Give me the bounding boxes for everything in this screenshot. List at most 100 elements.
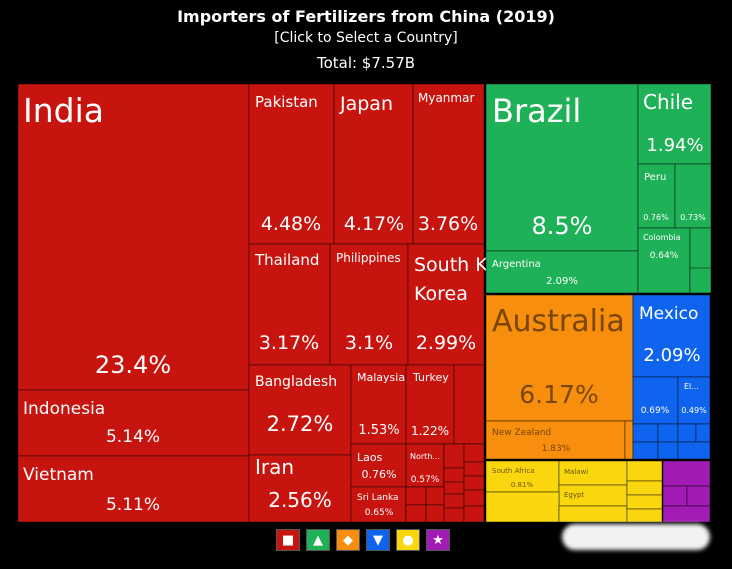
minor-cell-asia-8[interactable]: [443, 481, 465, 495]
label-brazil: Brazil: [492, 92, 581, 130]
value-philippines: 3.1%: [345, 332, 393, 354]
cell-turkey[interactable]: [405, 364, 455, 445]
value-japan: 4.17%: [344, 213, 404, 235]
value-thailand: 3.17%: [259, 332, 319, 354]
label-india: India: [23, 91, 104, 130]
minor-cell-asia-11[interactable]: [463, 489, 485, 507]
value-australia: 6.17%: [519, 380, 598, 409]
minor-cell-asia-17[interactable]: [425, 504, 445, 523]
cell-colombia[interactable]: [637, 227, 691, 294]
label-south-africa: South Africa: [492, 467, 535, 475]
south-america-icon[interactable]: ▲: [306, 529, 330, 551]
value-peru: 0.76%: [643, 213, 669, 222]
minor-cell-asia-13[interactable]: [463, 505, 485, 523]
value-south-korea: 2.99%: [416, 332, 476, 354]
value-chile: 1.94%: [646, 135, 703, 156]
minor-cell-north-america-5[interactable]: [632, 441, 659, 460]
label-indonesia: Indonesia: [23, 399, 105, 419]
minor-cell-north-america-7[interactable]: [677, 441, 711, 460]
africa-icon[interactable]: ●: [396, 529, 420, 551]
label-new-zealand: New Zealand: [492, 428, 551, 438]
cell-malawi[interactable]: [558, 460, 628, 486]
value-laos: 0.76%: [362, 468, 397, 481]
cell-thailand[interactable]: [248, 243, 331, 366]
cell-south-america-3[interactable]: [674, 163, 712, 229]
north-america-icon[interactable]: ▼: [366, 529, 390, 551]
label-thailand: Thailand: [254, 251, 319, 269]
cell-australia[interactable]: [485, 294, 634, 422]
cell-laos[interactable]: [350, 443, 407, 488]
value-malaysia: 1.53%: [358, 423, 399, 438]
minor-cell-europe-3[interactable]: [686, 485, 711, 507]
minor-cell-asia-15[interactable]: [425, 486, 445, 506]
cell-peru[interactable]: [637, 163, 676, 229]
minor-cell-asia-4[interactable]: [443, 443, 465, 469]
minor-cell-europe-4[interactable]: [662, 505, 711, 523]
minor-cell-north-america-2[interactable]: [657, 423, 679, 443]
cell-new-zealand[interactable]: [485, 420, 626, 460]
cell-el[interactable]: [677, 376, 711, 425]
cell-south-africa[interactable]: [485, 460, 560, 493]
minor-cell-europe-1[interactable]: [662, 460, 711, 487]
cell-north[interactable]: [405, 443, 445, 488]
cell-japan[interactable]: [333, 83, 414, 245]
cell-brazil[interactable]: [485, 83, 639, 252]
value-north: 0.57%: [411, 475, 440, 485]
minor-cell-north-america-1[interactable]: [632, 423, 659, 443]
value-south-america-3: 0.73%: [680, 213, 706, 222]
region-legend: ■ ▲ ◆ ▼ ● ★: [276, 529, 450, 551]
minor-cell-asia-1[interactable]: [453, 364, 485, 445]
cell-malaysia[interactable]: [350, 364, 407, 445]
label-colombia: Colombia: [643, 233, 681, 242]
minor-cell-north-america-4[interactable]: [695, 423, 711, 443]
minor-cell-africa-4[interactable]: [626, 480, 663, 496]
minor-cell-africa-6[interactable]: [626, 508, 663, 523]
cell-vietnam[interactable]: [17, 455, 250, 523]
minor-cell-africa-5[interactable]: [626, 494, 663, 510]
minor-cell-asia-10[interactable]: [443, 493, 465, 509]
oceania-icon[interactable]: ◆: [336, 529, 360, 551]
minor-cell-north-america-3[interactable]: [677, 423, 697, 443]
minor-cell-asia-14[interactable]: [405, 486, 427, 506]
minor-cell-africa-1[interactable]: [485, 491, 560, 523]
cell-south-korea[interactable]: [407, 243, 485, 366]
value-indonesia: 5.14%: [106, 427, 160, 447]
asia-icon[interactable]: ■: [276, 529, 300, 551]
minor-cell-asia-7[interactable]: [443, 467, 465, 483]
label-bangladesh: Bangladesh: [255, 374, 337, 390]
minor-cell-north-america-6[interactable]: [657, 441, 679, 460]
minor-cell-asia-5[interactable]: [463, 443, 485, 463]
minor-cell-oceania-1[interactable]: [624, 420, 634, 460]
value-colombia: 0.64%: [650, 251, 679, 261]
cell-pakistan[interactable]: [248, 83, 335, 245]
cell-bangladesh[interactable]: [248, 364, 352, 456]
cell-argentina[interactable]: [485, 250, 639, 294]
cell-india[interactable]: [17, 83, 250, 391]
value-vietnam: 5.11%: [106, 495, 160, 515]
cell-north-america-1[interactable]: [632, 376, 679, 425]
value-india: 23.4%: [95, 351, 171, 379]
minor-cell-asia-16[interactable]: [405, 504, 427, 523]
minor-cell-africa-3[interactable]: [626, 460, 663, 482]
europe-icon[interactable]: ★: [426, 529, 450, 551]
cell-sri-lanka[interactable]: [350, 486, 407, 523]
minor-cell-africa-2[interactable]: [558, 505, 628, 523]
value-south-africa: 0.81%: [511, 481, 534, 489]
minor-cell-south-america-2[interactable]: [689, 267, 712, 294]
cell-mexico[interactable]: [632, 294, 711, 378]
minor-cell-asia-9[interactable]: [463, 475, 485, 491]
cell-chile[interactable]: [637, 83, 712, 165]
minor-cell-europe-2[interactable]: [662, 485, 688, 507]
value-brazil: 8.5%: [532, 212, 593, 240]
minor-cell-asia-6[interactable]: [463, 461, 485, 477]
minor-cell-asia-12[interactable]: [443, 507, 465, 523]
value-north-america-1: 0.69%: [641, 406, 670, 416]
label-myanmar: Myanmar: [418, 91, 474, 105]
label-argentina: Argentina: [492, 259, 541, 270]
value-sri-lanka: 0.65%: [365, 508, 394, 518]
cell-iran[interactable]: [248, 454, 352, 523]
chart-subtitle[interactable]: [Click to Select a Country]: [274, 30, 458, 46]
cell-myanmar[interactable]: [412, 83, 485, 245]
label-peru: Peru: [644, 172, 666, 183]
